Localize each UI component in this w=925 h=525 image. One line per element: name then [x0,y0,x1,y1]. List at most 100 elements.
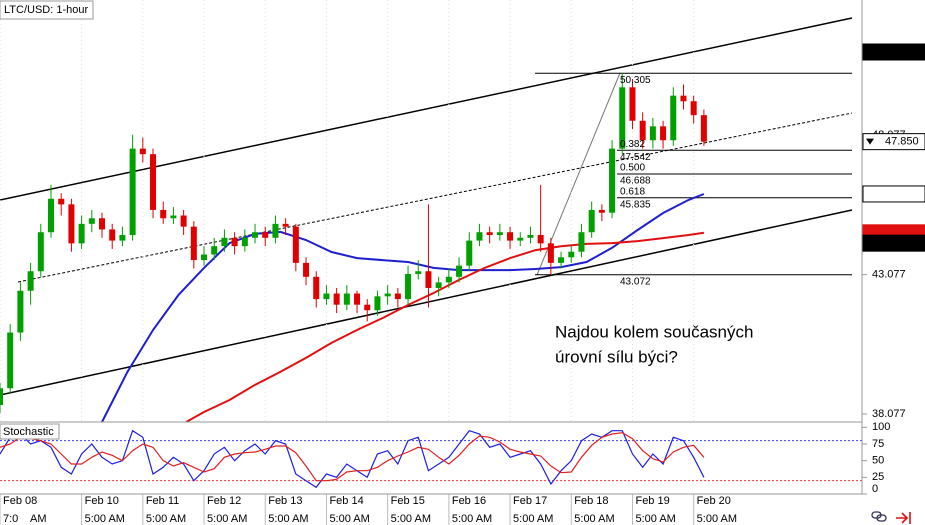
fib-low-label: 43.072 [620,276,651,287]
scroll-end-icon[interactable] [896,512,911,524]
candle-body [690,101,697,116]
candle-body [364,304,371,311]
candle-body [486,232,493,236]
candle-body [323,293,330,300]
fib-high-label: 50.305 [620,75,651,86]
candle-body [374,296,381,311]
x-tick-label: Feb 10 [85,495,119,507]
candle-body [629,87,636,121]
candle-body [558,257,565,263]
x-tick-label: Feb 08 [3,495,37,507]
candle-body [456,265,463,277]
x-tick-time: 5:00 AM [452,513,492,525]
candle-body [272,223,279,238]
channel-lower [0,209,853,396]
x-tick-label: Feb 19 [635,495,669,507]
channel-middle [17,112,853,283]
candle-body [588,209,595,233]
candle-body [619,87,626,149]
candle-body [333,293,340,305]
x-tick-time: 5:00 AM [268,513,308,525]
candle-body [649,126,656,141]
x-tick-time: 7:0 [3,513,18,525]
candle-body [466,240,473,266]
candle-body [405,274,412,300]
candle-body [292,226,299,263]
toolbar-icons[interactable] [871,511,911,524]
fib-price-label: 45.835 [620,199,651,210]
candle-body [27,271,34,291]
price-marker-label: 47.850 [885,136,919,148]
candle-body [180,215,187,227]
candle-body [7,332,14,389]
stoch-y-tick-label: 75 [872,438,884,450]
moving-average [185,231,705,422]
stoch-title-box [0,423,60,440]
candle-body [48,198,55,233]
candle-body [568,251,575,258]
channel-upper [0,17,853,201]
candle-body [252,232,259,238]
candle-body [425,271,432,288]
fib-ratio-label: 0.618 [620,186,645,197]
x-tick-label: Feb 11 [146,495,179,507]
stoch-y-tick-label: 25 [872,471,884,483]
x-tick-time: 5:00 AM [146,513,186,525]
price-marker-arrow [866,138,874,145]
candle-body [415,271,422,275]
candle-body [58,198,65,205]
annotation: Najdou kolem současných [555,322,753,341]
stoch-line [0,432,705,482]
candle-body [119,235,126,241]
candle-body [99,218,106,230]
candle-body [160,209,167,219]
link-icon-part[interactable] [876,514,887,522]
moving-average [101,193,705,422]
candle-body [639,120,646,141]
x-tick-time: 5:00 AM [85,513,125,525]
y-tick-label: 43.077 [872,269,906,281]
candle-body [527,235,534,238]
annotation: úrovní sílu býci? [555,347,678,366]
x-tick-label: Feb 13 [268,495,302,507]
candle-body [241,237,248,247]
candle-body [670,95,677,141]
x-tick-time: 5:00 AM [329,513,369,525]
candle-body [343,293,350,305]
candle-body [282,223,289,227]
candle-body [578,232,585,252]
fib-price-label: 46.688 [620,176,651,187]
stoch-y-tick-label: 0 [872,483,878,495]
x-tick-time-fragment: AM [30,513,47,525]
title-box [0,0,94,20]
chart-title: LTC/USD: 1-hour [4,4,88,16]
candle-body [445,276,452,283]
candle-body [78,223,85,244]
candle-body [129,148,136,236]
candle-body [262,232,269,238]
candle-body [221,237,228,247]
stoch-title: Stochastic [3,426,54,438]
price-marker-box [862,133,925,151]
x-tick-label: Feb 20 [697,495,731,507]
candle-body [476,232,483,241]
candle-body [435,282,442,288]
x-tick-label: Feb 16 [452,495,486,507]
stoch-y-tick-label: 50 [872,455,884,467]
candle-body [496,232,503,236]
x-tick-label: Feb 17 [513,495,547,507]
candle-body [680,95,687,102]
x-tick-time: 5:00 AM [513,513,553,525]
fib-ratio-label: 0.382 [620,139,645,150]
x-tick-label: Feb 15 [391,495,425,507]
stoch-y-tick-label: 100 [872,421,890,433]
fib-price-label: 47.542 [620,152,651,163]
price-marker-box [862,43,925,61]
candle-body [537,235,544,244]
x-tick-time: 5:00 AM [207,513,247,525]
candle-body [0,388,3,406]
candle-body [88,218,95,224]
